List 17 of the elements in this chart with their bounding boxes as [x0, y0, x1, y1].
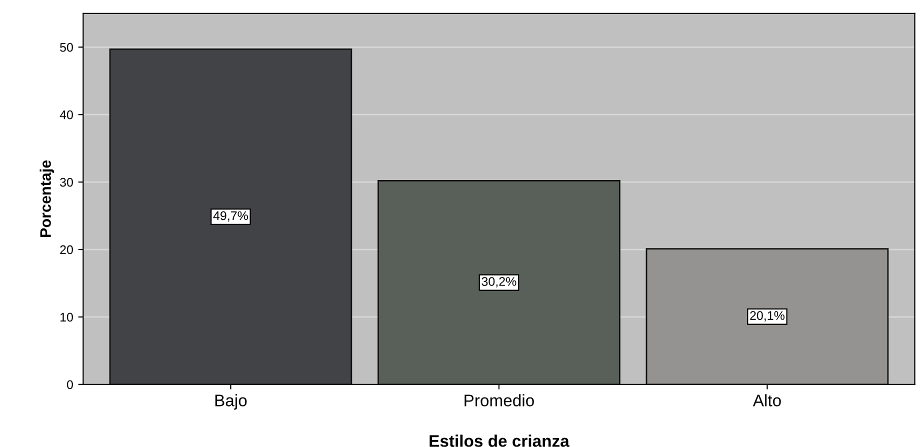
bar [378, 180, 620, 384]
data-label: 20,1% [750, 311, 784, 322]
y-axis-title: Porcentaje [40, 160, 54, 237]
y-tick-label: 0 [66, 380, 73, 390]
data-label: 49,7% [213, 211, 248, 222]
x-tick-label: Promedio [464, 394, 534, 406]
x-axis-title: Estilos de crianza [430, 434, 570, 447]
y-tick-label: 30 [60, 178, 73, 187]
y-tick-label: 10 [60, 312, 73, 322]
y-tick-label: 20 [60, 245, 73, 254]
bar [109, 48, 352, 384]
data-label: 30,2% [482, 277, 516, 288]
x-tick-label: Alto [752, 394, 781, 406]
x-tick-label: Bajo [215, 394, 247, 410]
bar [646, 248, 889, 384]
y-tick-label: 40 [60, 110, 73, 120]
y-tick-label: 50 [60, 42, 73, 52]
